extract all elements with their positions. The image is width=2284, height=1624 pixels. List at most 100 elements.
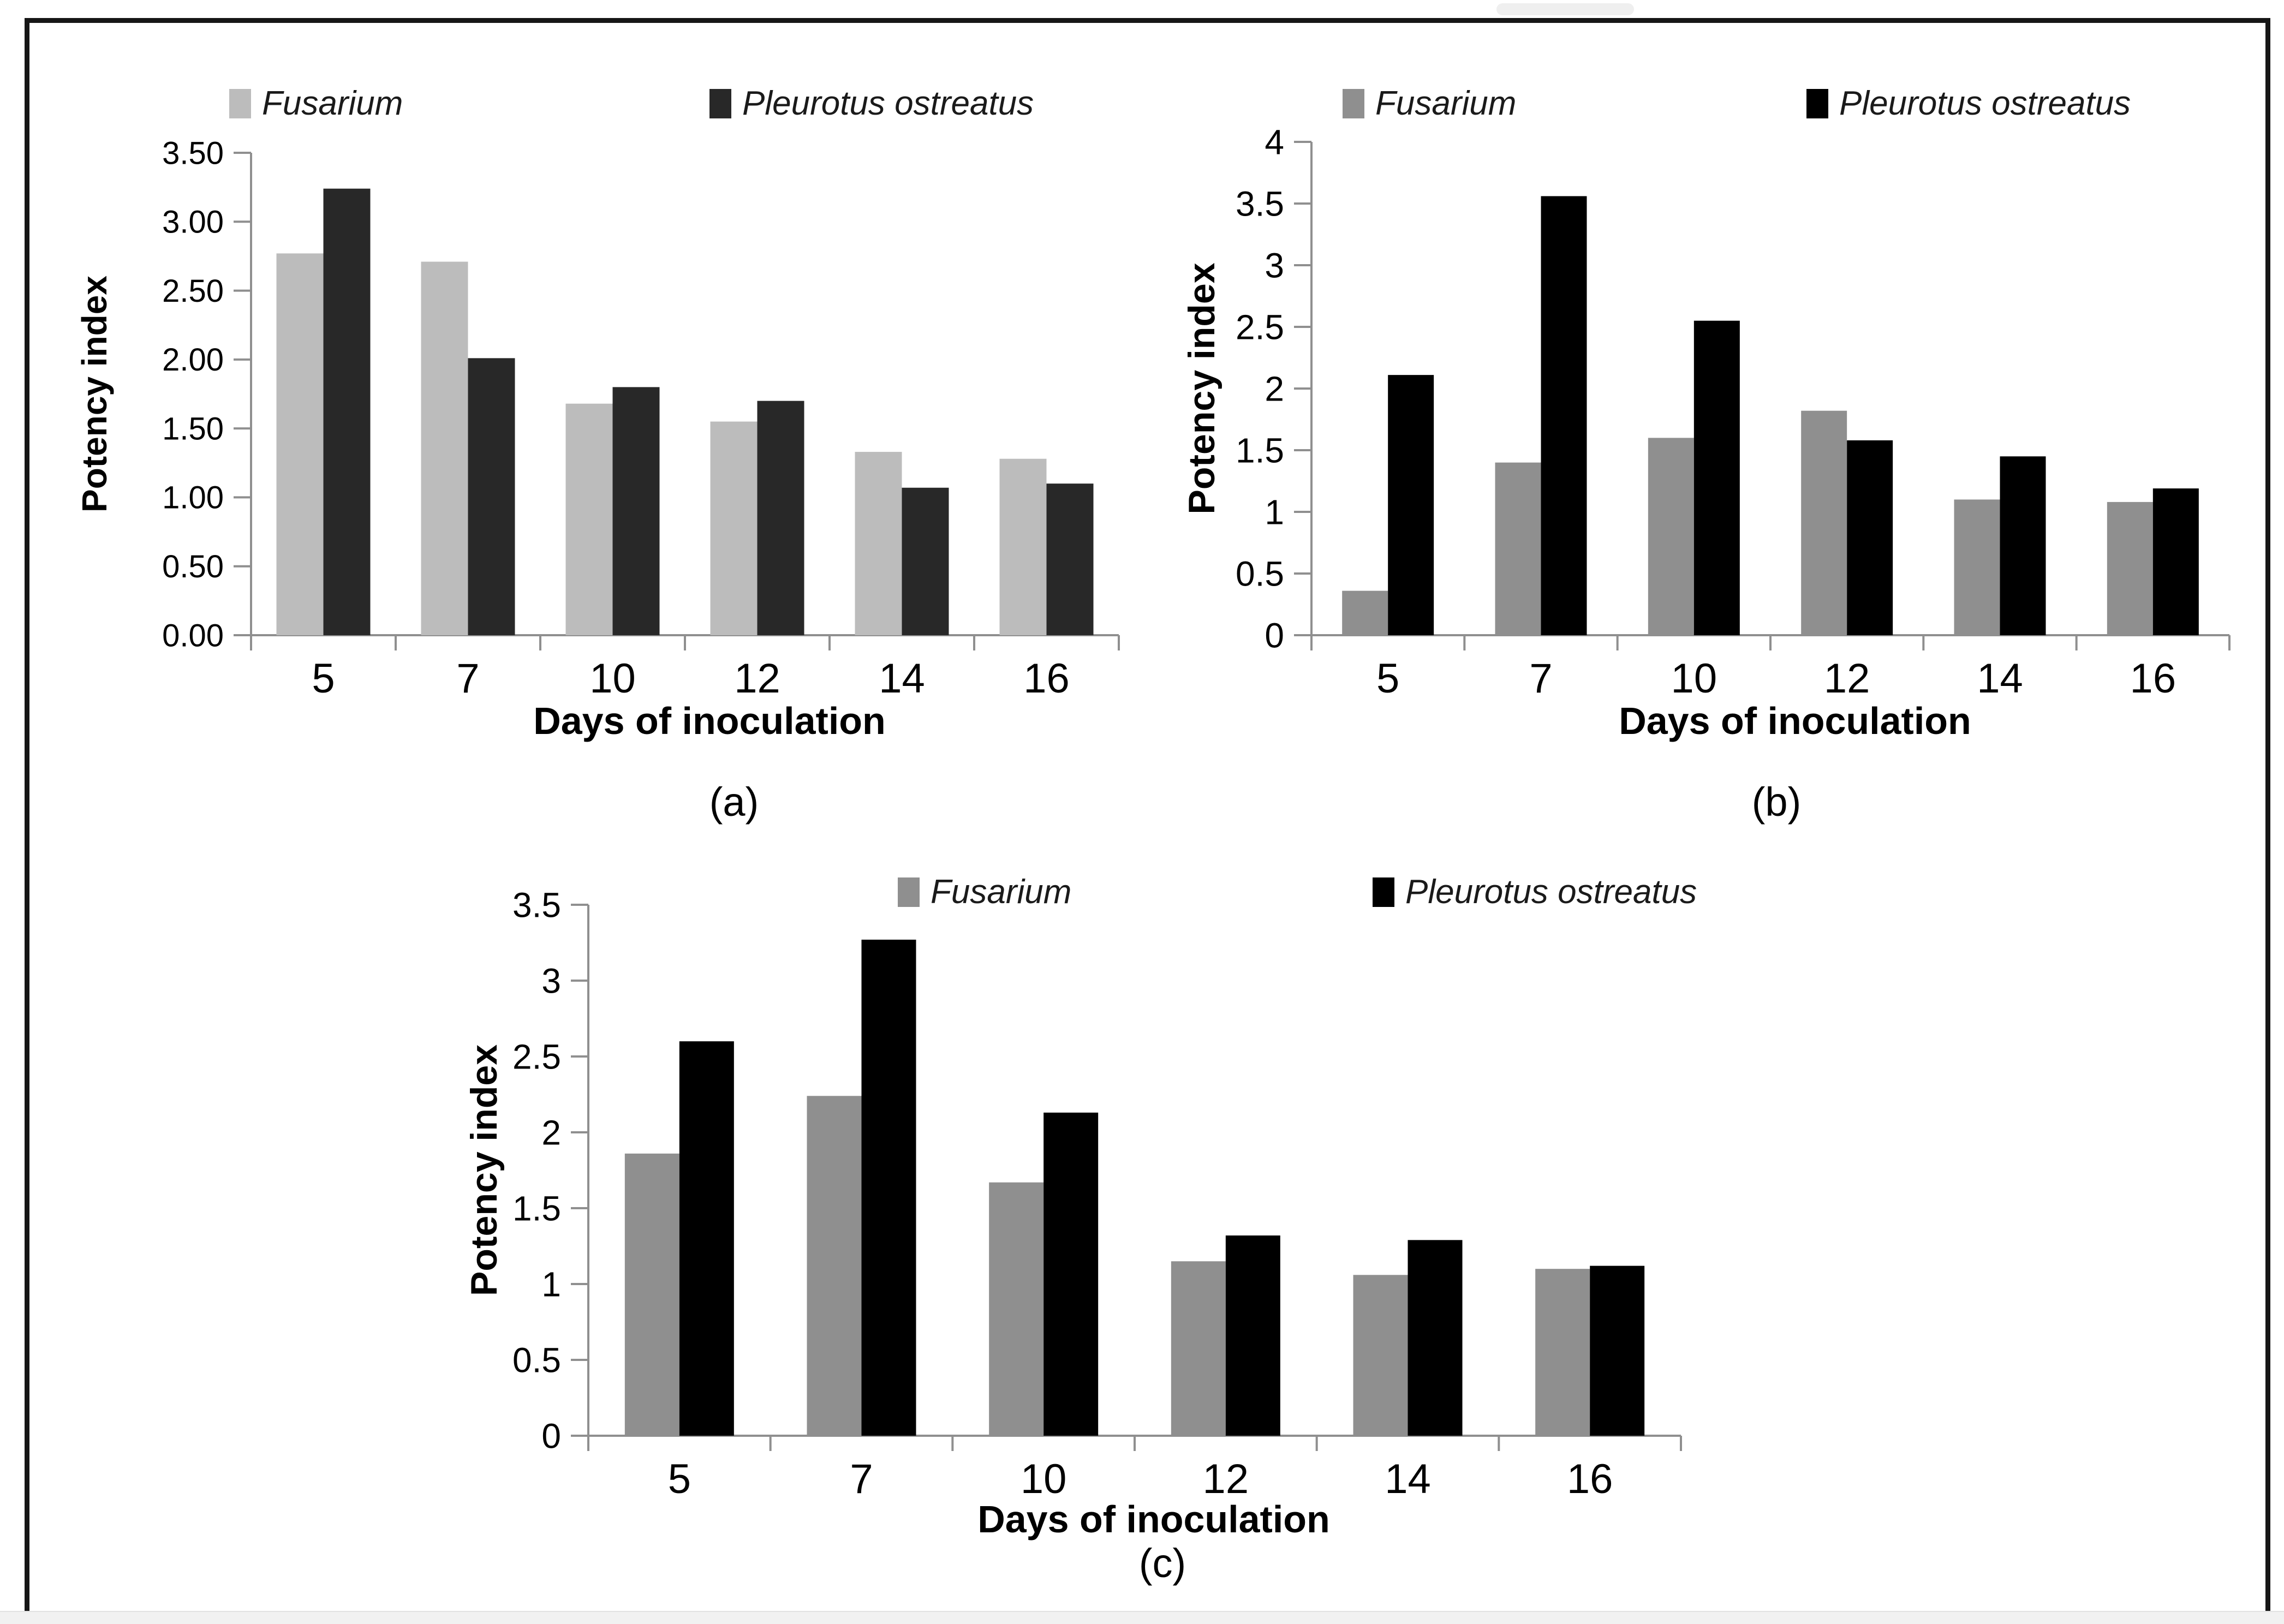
bar [1408, 1240, 1463, 1436]
bar [1171, 1261, 1226, 1436]
bar [468, 358, 515, 635]
legend-label: Pleurotus ostreatus [1839, 85, 2131, 122]
x-tick-label: 16 [2130, 655, 2176, 702]
x-tick-label: 14 [879, 655, 925, 702]
legend-swatch [898, 877, 920, 907]
y-tick-label: 2 [541, 1113, 561, 1152]
y-tick-label: 0.5 [512, 1340, 561, 1380]
y-tick-label: 2.5 [512, 1037, 561, 1076]
legend-swatch [709, 89, 731, 118]
y-tick-label: 3 [541, 961, 561, 1000]
y-tick-label: 0.00 [162, 618, 224, 653]
y-tick-label: 0.50 [162, 549, 224, 584]
y-tick-label: 1.50 [162, 411, 224, 446]
bar [902, 487, 949, 635]
legend-swatch [229, 89, 251, 118]
bar [2000, 456, 2046, 635]
scrollbar-remnant [1496, 3, 1634, 15]
bar [624, 1153, 679, 1436]
bar [1535, 1269, 1590, 1436]
bar [276, 253, 324, 635]
x-tick-label: 5 [668, 1456, 691, 1502]
bar [861, 939, 916, 1436]
bar [989, 1182, 1044, 1436]
y-tick-label: 0 [541, 1416, 561, 1455]
y-tick-label: 2.5 [1236, 307, 1284, 347]
bar [807, 1096, 862, 1436]
bar [1954, 499, 2000, 635]
y-axis-title: Potency index [75, 276, 114, 512]
legend-swatch [1373, 877, 1394, 907]
x-tick-label: 14 [1977, 655, 2023, 702]
bar [1847, 440, 1893, 635]
y-tick-label: 3.5 [1236, 184, 1284, 223]
chart-caption: (b) [1752, 779, 1801, 825]
bar [679, 1041, 734, 1436]
bar [2152, 488, 2199, 635]
legend-label: Fusarium [1375, 85, 1517, 122]
legend-label: Fusarium [262, 85, 403, 122]
bar [612, 387, 660, 635]
y-tick-label: 0 [1265, 616, 1284, 655]
y-tick-label: 2 [1265, 369, 1284, 408]
bar [323, 188, 371, 635]
x-tick-label: 5 [312, 655, 335, 702]
x-tick-label: 10 [1021, 1456, 1067, 1502]
bar-chart-b: Fusarium Pleurotus ostreatus 0 0.5 1 1.5 2 2.5… [1179, 30, 2284, 854]
y-tick-label: 1.00 [162, 480, 224, 516]
bar-chart-c: Fusarium Pleurotus ostreatus 0 0.5 1 1.5 2 2.5… [448, 854, 1768, 1618]
bar-plot: 0 0.5 1 1.5 2 2.5 3 3.5 4 5 7 10 12 14 16 Potency index… [1181, 122, 2231, 825]
x-tick-label: 10 [1671, 655, 1718, 702]
bar [1801, 410, 1847, 635]
bar [1693, 320, 1740, 635]
x-axis-title: Days of inoculation [1619, 700, 1971, 742]
x-tick-label: 7 [1529, 655, 1552, 702]
y-tick-label: 3.50 [162, 135, 224, 171]
x-tick-label: 7 [850, 1456, 873, 1502]
x-tick-label: 5 [1376, 655, 1399, 702]
legend-swatch [1806, 89, 1828, 118]
x-tick-label: 12 [1203, 1456, 1249, 1502]
bar [1495, 462, 1541, 635]
y-axis-title: Potency index [463, 1044, 505, 1296]
legend-item: Fusarium [898, 870, 1071, 914]
x-tick-label: 16 [1567, 1456, 1613, 1502]
bar [1046, 483, 1094, 635]
y-tick-label: 0.5 [1236, 554, 1284, 593]
bar-plot: 0 0.5 1 1.5 2 2.5 3 3.5 5 7 10 12 14 16 Potency index D… [463, 885, 1682, 1586]
bar [1541, 196, 1587, 635]
bar [1388, 375, 1434, 635]
y-tick-label: 1.5 [512, 1189, 561, 1228]
bar [565, 403, 613, 635]
bar [1590, 1265, 1645, 1436]
x-tick-label: 16 [1023, 655, 1070, 702]
bar [421, 261, 468, 635]
bar-chart-a: Fusarium Pleurotus ostreatus 0.00 0.50 1.00… [65, 30, 1152, 854]
y-tick-label: 2.50 [162, 273, 224, 309]
chart-caption: (a) [709, 779, 759, 825]
bar [855, 452, 902, 635]
legend-item: Pleurotus ostreatus [1373, 870, 1697, 914]
legend-item: Fusarium [1343, 82, 1516, 126]
bar [1353, 1275, 1408, 1436]
y-tick-label: 3.5 [512, 885, 561, 924]
legend-item: Pleurotus ostreatus [709, 82, 1034, 126]
y-tick-label: 2.00 [162, 342, 224, 378]
y-tick-label: 3.00 [162, 205, 224, 240]
bar-plot: 0.00 0.50 1.00 1.50 2.00 2.50 3.00 3.50 5 7 10 12 14… [75, 135, 1120, 825]
bar [757, 401, 804, 635]
x-tick-label: 7 [456, 655, 479, 702]
legend-item: Fusarium [229, 82, 403, 126]
y-tick-label: 4 [1265, 122, 1284, 162]
legend-label: Fusarium [931, 873, 1072, 911]
x-tick-label: 10 [589, 655, 636, 702]
page-bottom-strip [0, 1611, 2284, 1624]
bar [1043, 1112, 1099, 1436]
y-axis-title: Potency index [1181, 262, 1222, 514]
bar [1342, 590, 1388, 635]
legend-label: Pleurotus ostreatus [742, 85, 1034, 122]
bar [999, 458, 1047, 635]
legend-label: Pleurotus ostreatus [1405, 873, 1697, 911]
y-tick-label: 1 [1265, 492, 1284, 532]
